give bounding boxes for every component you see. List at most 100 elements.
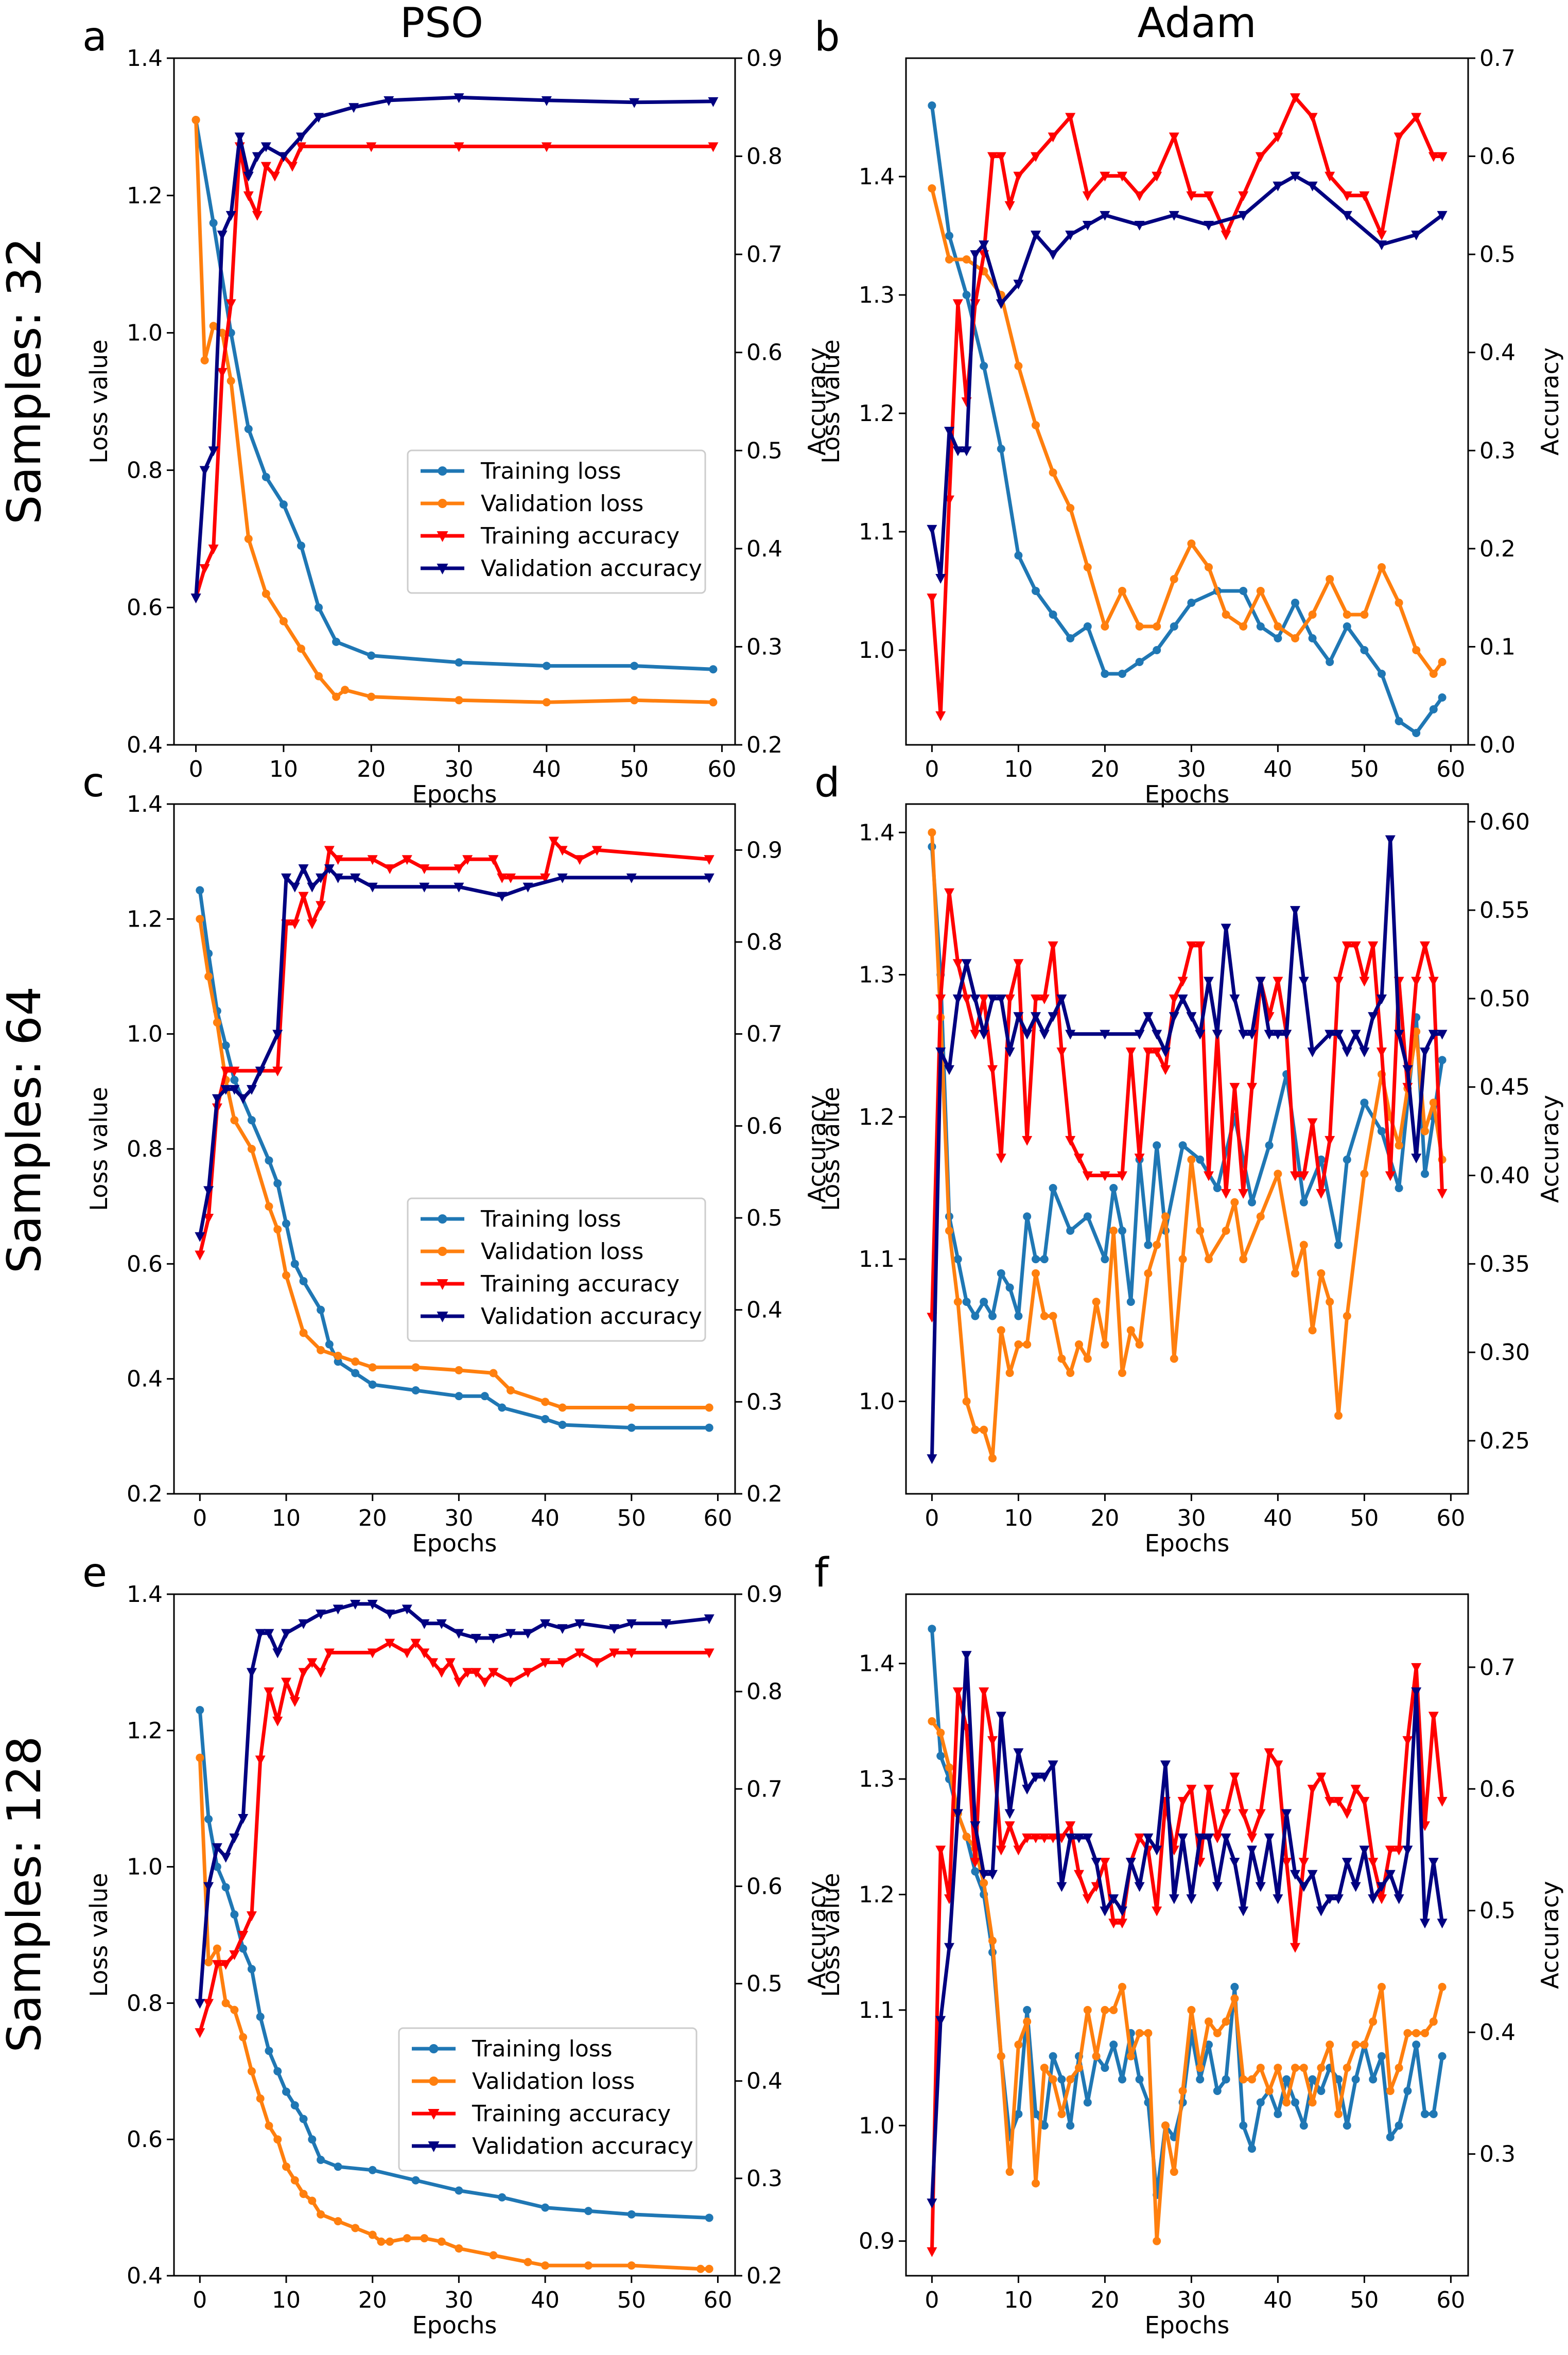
data-point <box>927 2247 937 2257</box>
data-point <box>1170 622 1178 631</box>
data-point <box>1005 2168 1014 2176</box>
series-training-loss <box>196 1706 713 2222</box>
data-point <box>1273 976 1283 987</box>
data-point <box>1100 1906 1110 1916</box>
data-point <box>351 2224 360 2232</box>
data-point <box>557 846 568 856</box>
data-point <box>1359 1796 1370 1807</box>
x-axis-label: Epochs <box>1145 2311 1230 2339</box>
data-point <box>1109 1183 1118 1192</box>
x-tick-label: 20 <box>358 2287 387 2313</box>
data-point <box>708 97 719 107</box>
data-point <box>289 882 300 893</box>
y2-tick-label: 0.4 <box>1479 2019 1515 2046</box>
series-validation-accuracy <box>190 93 719 604</box>
data-point <box>332 692 341 701</box>
y2-tick-label: 0.2 <box>746 732 782 758</box>
data-point <box>298 892 309 902</box>
data-point <box>273 2135 282 2144</box>
data-point <box>1222 2075 1230 2084</box>
data-point <box>1350 941 1361 951</box>
y2-axis-label: Accuracy <box>803 1881 831 1989</box>
data-point <box>1082 191 1093 201</box>
data-point <box>1039 994 1050 1004</box>
data-point <box>1411 113 1422 123</box>
data-point <box>1082 1894 1093 1905</box>
data-point <box>1428 1858 1439 1868</box>
y-tick-label: 1.1 <box>859 1997 895 2023</box>
x-tick-label: 30 <box>1177 1505 1206 1531</box>
legend-label: Training loss <box>480 458 621 484</box>
data-point <box>290 2176 299 2185</box>
data-point <box>1177 1833 1188 1843</box>
x-tick-label: 60 <box>703 1505 732 1531</box>
data-point <box>191 116 200 125</box>
data-point <box>209 219 218 228</box>
data-point <box>970 994 981 1004</box>
series-line <box>198 918 709 1409</box>
legend-entry: Training accuracy <box>421 523 680 549</box>
data-point <box>252 152 263 162</box>
data-point <box>498 2193 507 2202</box>
data-point <box>627 2210 636 2219</box>
data-point <box>196 1753 204 1762</box>
data-point <box>471 1634 481 1644</box>
series-validation-accuracy <box>927 171 1448 584</box>
y2-tick-label: 0.25 <box>1479 1428 1530 1454</box>
data-point <box>988 1454 997 1462</box>
data-point <box>1247 1833 1257 1843</box>
data-point <box>208 446 219 457</box>
panel-letter: f <box>814 1550 829 1596</box>
data-point <box>1204 1785 1214 1795</box>
x-tick-label: 0 <box>925 2287 939 2313</box>
data-point <box>246 1668 257 1678</box>
legend-entry: Training accuracy <box>412 2101 671 2127</box>
data-point <box>524 2258 532 2266</box>
data-point <box>542 698 551 707</box>
data-point <box>1325 1136 1335 1146</box>
data-point <box>289 1697 300 1707</box>
y2-axis-label: Accuracy <box>1536 1095 1564 1203</box>
data-point <box>1186 191 1197 201</box>
data-point <box>1004 1809 1015 1819</box>
data-point <box>498 1403 507 1412</box>
data-point <box>1065 1030 1076 1040</box>
y2-tick-label: 0.2 <box>746 2263 782 2289</box>
data-point <box>704 1648 715 1659</box>
data-point <box>928 184 936 193</box>
data-point <box>1281 1030 1292 1040</box>
data-point <box>385 864 395 875</box>
y-tick-label: 1.0 <box>859 637 895 664</box>
data-point <box>298 1668 309 1678</box>
data-point <box>1057 2109 1066 2118</box>
data-point <box>541 2203 550 2212</box>
data-point <box>1170 2168 1178 2176</box>
data-point <box>1421 1170 1429 1178</box>
legend-marker <box>437 564 448 574</box>
data-point <box>1144 1269 1153 1278</box>
data-point <box>1187 2005 1196 2014</box>
data-point <box>1143 1048 1154 1058</box>
data-point <box>1117 1906 1127 1916</box>
data-point <box>1170 1354 1178 1363</box>
data-point <box>213 1944 221 1953</box>
data-point <box>557 873 568 883</box>
data-point <box>1134 1833 1145 1843</box>
data-point <box>454 142 464 152</box>
data-point <box>1229 994 1240 1004</box>
data-point <box>970 1821 981 1831</box>
x-tick-label: 60 <box>1436 756 1465 782</box>
data-point <box>1004 201 1015 211</box>
data-point <box>1229 1858 1240 1868</box>
data-point <box>1143 1012 1154 1022</box>
data-point <box>1186 1894 1197 1905</box>
data-point <box>1239 1255 1248 1264</box>
data-point <box>247 2067 256 2075</box>
y2-tick-label: 0.30 <box>1479 1339 1530 1366</box>
y2-tick-label: 0.8 <box>746 929 782 955</box>
x-tick-label: 60 <box>1436 1505 1465 1531</box>
data-point <box>243 191 254 201</box>
data-point <box>1186 941 1197 951</box>
data-point <box>317 1305 325 1314</box>
data-point <box>945 1763 953 1772</box>
